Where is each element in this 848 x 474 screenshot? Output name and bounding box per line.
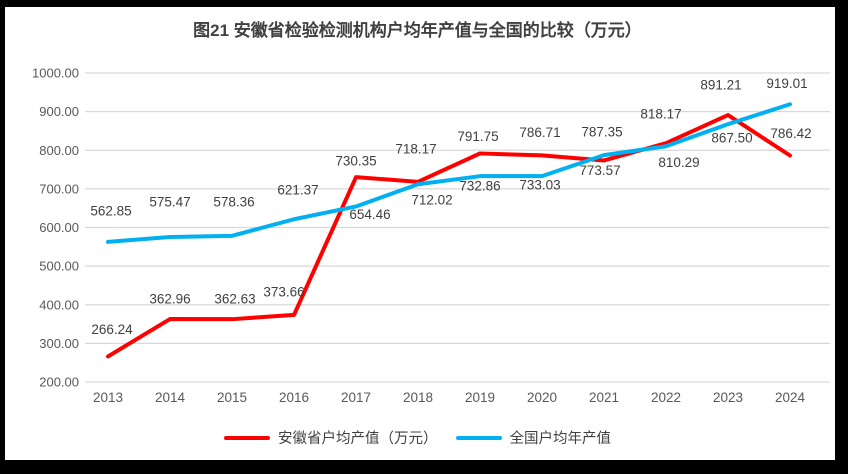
x-axis-tick-label: 2017 [341,390,371,405]
data-label-national-2013: 562.85 [90,203,131,218]
data-label-anhui-2014: 362.96 [149,292,190,307]
x-axis-tick-label: 2014 [155,390,186,405]
y-axis-tick-label: 500.00 [39,259,79,274]
data-label-national-2014: 575.47 [149,194,190,209]
data-label-anhui-2023: 891.21 [700,78,741,93]
data-label-national-2024: 919.01 [766,76,807,91]
chart-title: 图21 安徽省检验检测机构户均年产值与全国的比较（万元） [193,21,642,40]
x-axis-tick-label: 2016 [279,390,309,405]
y-axis-tick-label: 1000.00 [32,66,79,81]
x-axis-tick-label: 2020 [527,390,557,405]
x-axis-tick-label: 2023 [713,390,743,405]
y-axis-tick-label: 300.00 [39,336,79,351]
y-axis-tick-label: 800.00 [39,143,79,158]
legend-line-swatch-anhui [224,435,270,440]
y-axis-tick-label: 900.00 [39,104,79,119]
x-axis-tick-label: 2013 [93,390,123,405]
data-label-national-2021: 787.35 [581,125,622,140]
series-line-national [106,102,792,244]
data-label-national-2019: 732.86 [459,179,500,194]
data-label-anhui-2016: 373.66 [263,284,304,299]
legend-line-swatch-national [455,435,502,440]
x-axis-tick-label: 2019 [465,390,495,405]
data-label-national-2020: 733.03 [519,178,560,193]
x-axis-tick-label: 2021 [589,390,619,405]
data-label-anhui-2013: 266.24 [91,322,133,337]
data-label-anhui-2015: 362.63 [214,292,255,307]
x-axis-tick-label: 2015 [217,390,247,405]
data-label-anhui-2022: 818.17 [640,107,681,122]
data-label-anhui-2017: 730.35 [335,154,376,169]
chart-background [5,7,835,460]
data-label-anhui-2021: 773.57 [579,163,620,178]
series-line-anhui [106,113,792,359]
x-axis-tick-label: 2024 [775,390,806,405]
x-axis-tick-label: 2018 [403,390,433,405]
x-axis-tick-label: 2022 [651,390,681,405]
y-axis-tick-label: 700.00 [39,181,79,196]
y-axis-tick-label: 600.00 [39,220,79,235]
legend: 安徽省户均产值（万元） 全国户均年产值 [0,427,835,448]
data-label-anhui-2020: 786.71 [519,125,560,140]
legend-item-national: 全国户均年产值 [455,427,612,448]
data-label-anhui-2019: 791.75 [457,129,498,144]
y-axis-tick-label: 200.00 [39,375,79,390]
legend-label-anhui: 安徽省户均产值（万元） [278,431,438,447]
data-label-national-2022: 810.29 [658,155,699,170]
data-label-national-2023: 867.50 [711,131,752,146]
data-label-national-2016: 621.37 [277,183,318,198]
data-label-national-2015: 578.36 [213,194,254,209]
data-label-anhui-2024: 786.42 [770,126,811,141]
legend-item-anhui: 安徽省户均产值（万元） [224,427,438,448]
data-label-national-2018: 712.02 [411,193,452,208]
y-axis-tick-label: 400.00 [39,297,79,312]
data-label-anhui-2018: 718.17 [395,141,436,156]
legend-label-national: 全国户均年产值 [509,431,612,447]
data-label-national-2017: 654.46 [349,207,390,222]
